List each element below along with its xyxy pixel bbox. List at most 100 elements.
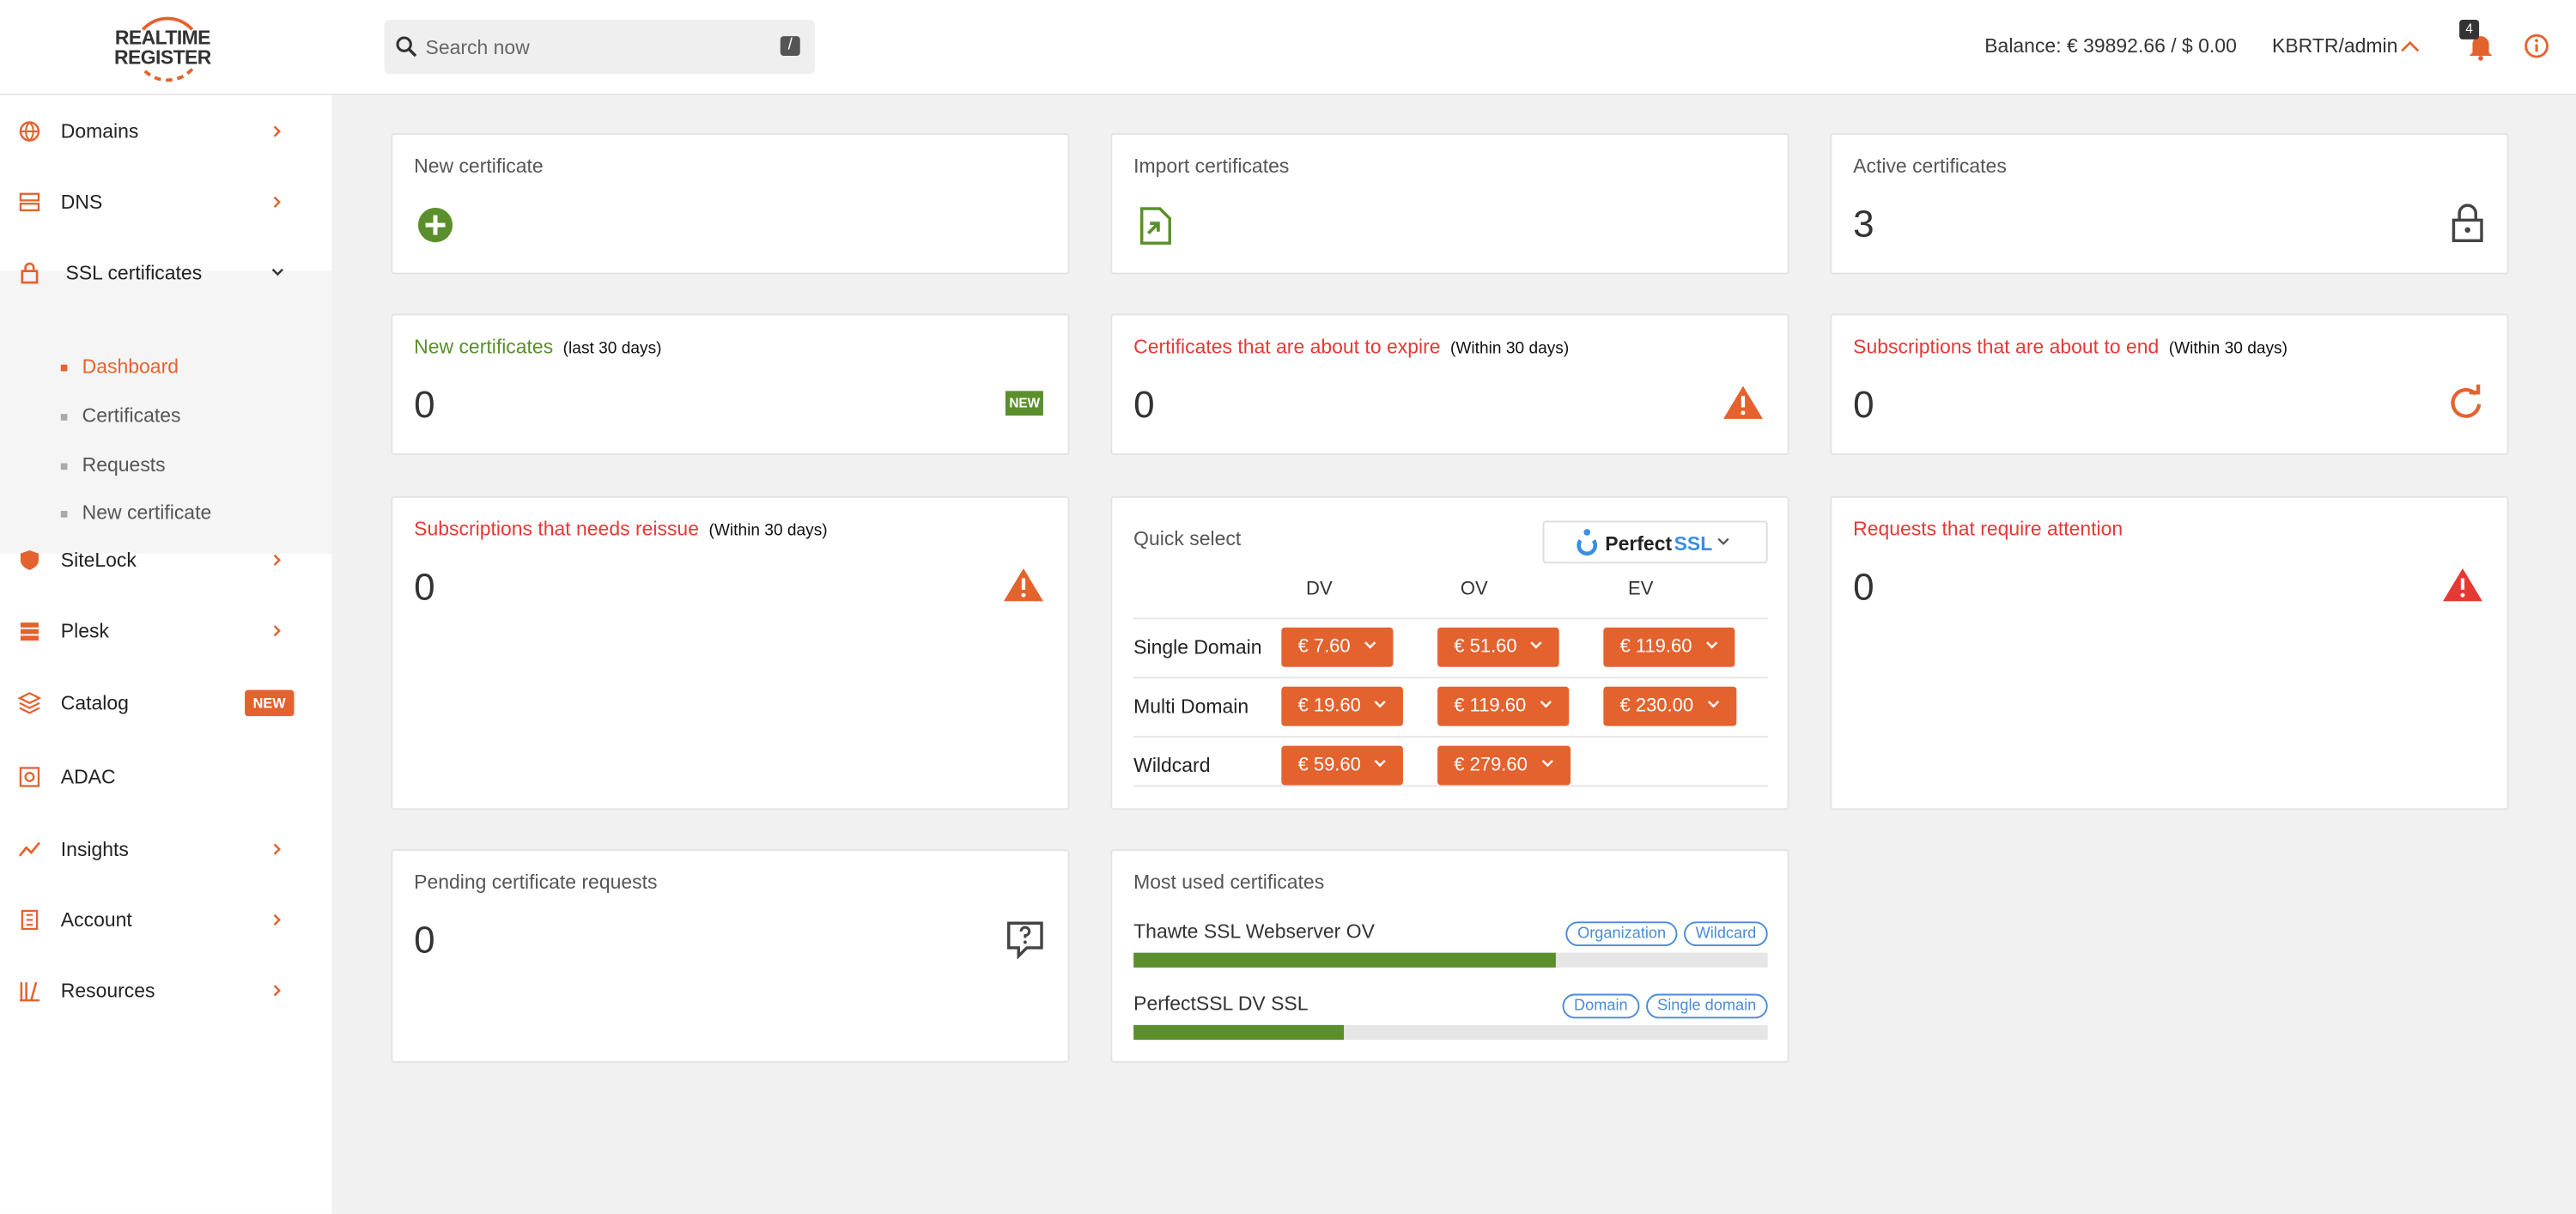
price-button[interactable]: € 279.60 — [1437, 745, 1571, 786]
bullet — [60, 463, 68, 470]
nav-label: Domains — [60, 119, 139, 143]
price-button[interactable]: € 51.60 — [1437, 627, 1560, 667]
nav-label: DNS — [60, 190, 103, 214]
chevron — [271, 268, 283, 276]
nav-icon — [18, 841, 40, 857]
price-button[interactable]: € 59.60 — [1281, 745, 1404, 786]
nav-item[interactable]: Account — [0, 887, 331, 953]
brand-select[interactable]: Perfect SSL — [1542, 520, 1768, 564]
logo-line: REGISTER — [114, 46, 211, 70]
brand-name: SSL — [1674, 531, 1713, 555]
price-button[interactable]: € 7.60 — [1281, 627, 1394, 667]
search-box[interactable]: Search now / — [384, 19, 815, 75]
sidebar: Domains DNS SSL certificates SiteLock Plesk C… — [0, 94, 332, 1214]
card[interactable]: New certificate — [391, 132, 1070, 275]
logo-line: REALTIME — [114, 26, 211, 50]
nav-icon — [19, 767, 40, 787]
card[interactable]: Import certificates — [1110, 132, 1789, 275]
card-value: 0 — [414, 382, 435, 426]
nav-label: SSL certificates — [65, 261, 203, 284]
card: Subscriptions that are about to end (With… — [1830, 313, 2509, 455]
add-icon — [417, 208, 453, 243]
row-divider — [1133, 677, 1768, 679]
price-button[interactable]: € 230.00 — [1603, 686, 1736, 726]
card-title: Import certificates — [1133, 154, 1290, 178]
new-badge: NEW — [1005, 391, 1043, 416]
row-divider — [1133, 736, 1768, 738]
nav-icon — [18, 692, 41, 714]
card-title: New certificate — [414, 154, 544, 178]
nav-icon — [19, 121, 40, 142]
nav-item[interactable]: SSL certificates — [0, 240, 331, 306]
nav-subitem[interactable]: Dashboard — [82, 355, 179, 379]
certificate-name: PerfectSSL DV SSL — [1133, 992, 1309, 1016]
row-divider — [1133, 617, 1768, 620]
card-value: 3 — [1853, 202, 1874, 246]
tags: Domain Single domain — [1556, 989, 1768, 1019]
card: Active certificates 3 — [1830, 132, 2509, 275]
bullet — [60, 511, 68, 518]
card: New certificates (last 30 days) 0 NEW — [391, 313, 1070, 455]
warning-icon — [2443, 568, 2482, 602]
search-icon — [396, 36, 417, 58]
price: € 119.60 — [1454, 696, 1527, 717]
price-button[interactable]: € 19.60 — [1281, 686, 1404, 726]
nav-label: Account — [60, 908, 132, 932]
nav-item[interactable]: Plesk — [0, 598, 331, 664]
card: Subscriptions that needs reissue (Within … — [391, 495, 1070, 810]
nav-item[interactable]: Domains — [0, 99, 331, 165]
refresh-icon — [2451, 384, 2482, 418]
card-value: 0 — [1133, 382, 1155, 426]
nav-label: ADAC — [60, 765, 116, 789]
notification-count: 4 — [2459, 19, 2480, 39]
nav-item[interactable]: Resources — [0, 957, 331, 1023]
question-icon — [1007, 921, 1043, 960]
card-value: 0 — [414, 565, 435, 608]
price: € 7.60 — [1297, 637, 1351, 658]
card-title: Subscriptions that are about to end — [1853, 335, 2160, 359]
tags: Organization Wildcard — [1559, 917, 1768, 947]
nav-label: Resources — [60, 979, 155, 1003]
chevron — [273, 554, 282, 567]
nav-subitem[interactable]: Certificates — [82, 404, 181, 428]
chevron — [1705, 641, 1718, 649]
nav-subitem[interactable]: Requests — [82, 453, 166, 476]
chevron — [1531, 641, 1543, 649]
nav-subitem[interactable]: New certificate — [82, 501, 212, 525]
card-title: Subscriptions that needs reissue — [414, 517, 699, 541]
chevron — [1375, 701, 1387, 708]
nav-icon — [21, 262, 39, 284]
nav-item[interactable]: ADAC — [0, 744, 331, 810]
column-header: DV — [1306, 580, 1333, 600]
shortcut-key: / — [780, 36, 800, 57]
bullet — [60, 414, 68, 421]
quick-select-card: Quick select Perfect SSL DV OV EV Single Dom… — [1110, 495, 1789, 810]
row-label: Multi Domain — [1133, 695, 1249, 719]
chevron — [273, 125, 282, 137]
nav-item[interactable]: Catalog NEW — [0, 671, 331, 737]
usage-bar — [1133, 1024, 1345, 1041]
chevron — [1541, 759, 1553, 768]
price-button[interactable]: € 119.60 — [1603, 627, 1735, 667]
card-value: 0 — [1853, 565, 1874, 608]
card-title: Quick select — [1133, 527, 1242, 550]
logo-ring — [142, 16, 194, 82]
new-badge: NEW — [245, 689, 295, 717]
bell-icon[interactable] — [2468, 31, 2494, 61]
nav-item[interactable]: DNS — [0, 169, 331, 235]
tag: Domain — [1562, 993, 1640, 1019]
account-menu[interactable]: KBRTR/admin — [2272, 34, 2398, 58]
chevron — [1540, 701, 1552, 708]
price: € 119.60 — [1619, 637, 1692, 658]
card-note: (last 30 days) — [562, 340, 662, 359]
price-button[interactable]: € 119.60 — [1437, 686, 1570, 726]
card-title: New certificates — [414, 335, 554, 359]
chevron — [273, 196, 282, 208]
nav-icon — [20, 549, 39, 570]
info-icon[interactable] — [2524, 33, 2550, 59]
nav-item[interactable]: Insights — [0, 816, 331, 883]
nav-item[interactable]: SiteLock — [0, 527, 331, 593]
card: Certificates that are about to expire (Wi… — [1110, 313, 1789, 455]
